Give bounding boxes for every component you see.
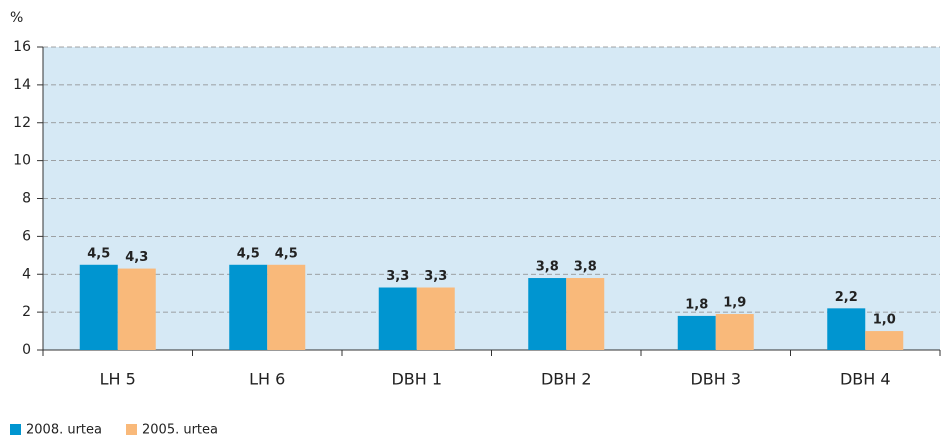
value-label: 3,8 bbox=[536, 260, 559, 275]
x-tick-label: DBH 2 bbox=[541, 370, 592, 389]
bar bbox=[229, 264, 268, 350]
x-tick-label: DBH 1 bbox=[391, 370, 442, 389]
value-label: 3,3 bbox=[424, 269, 447, 284]
x-tick-label: LH 5 bbox=[100, 370, 136, 389]
y-tick-label: 4 bbox=[22, 266, 31, 282]
bar bbox=[416, 287, 455, 350]
legend-label: 2005. urtea bbox=[142, 423, 218, 438]
bar bbox=[117, 268, 156, 350]
legend-swatch bbox=[126, 424, 137, 435]
y-tick-label: 8 bbox=[22, 191, 31, 207]
x-tick-label: DBH 3 bbox=[690, 370, 741, 389]
value-label: 4,5 bbox=[237, 246, 260, 261]
x-tick-label: DBH 4 bbox=[840, 370, 891, 389]
bar bbox=[865, 331, 904, 350]
value-label: 1,8 bbox=[685, 297, 708, 312]
value-label: 2,2 bbox=[835, 290, 858, 305]
bar bbox=[267, 264, 306, 350]
value-label: 3,8 bbox=[574, 260, 597, 275]
y-axis-label: % bbox=[10, 10, 23, 26]
value-label: 4,3 bbox=[125, 250, 148, 265]
value-label: 1,9 bbox=[723, 296, 746, 311]
y-tick-label: 10 bbox=[13, 153, 31, 169]
bar bbox=[378, 287, 417, 350]
legend-swatch bbox=[10, 424, 21, 435]
bar bbox=[715, 314, 754, 350]
y-tick-label: 0 bbox=[22, 342, 31, 358]
y-tick-label: 14 bbox=[13, 77, 31, 93]
value-label: 4,5 bbox=[87, 246, 110, 261]
bar bbox=[79, 264, 118, 350]
x-tick-label: LH 6 bbox=[249, 370, 285, 389]
value-label: 4,5 bbox=[275, 246, 298, 261]
value-label: 3,3 bbox=[386, 269, 409, 284]
y-tick-label: 2 bbox=[22, 304, 31, 320]
bar bbox=[677, 315, 716, 350]
value-label: 1,0 bbox=[873, 313, 896, 328]
y-tick-label: 16 bbox=[13, 39, 31, 55]
y-tick-label: 12 bbox=[13, 115, 31, 131]
legend-label: 2008. urtea bbox=[26, 423, 102, 438]
bar bbox=[528, 278, 567, 350]
bar bbox=[827, 308, 866, 350]
y-tick-label: 6 bbox=[22, 228, 31, 244]
bar bbox=[566, 278, 605, 350]
